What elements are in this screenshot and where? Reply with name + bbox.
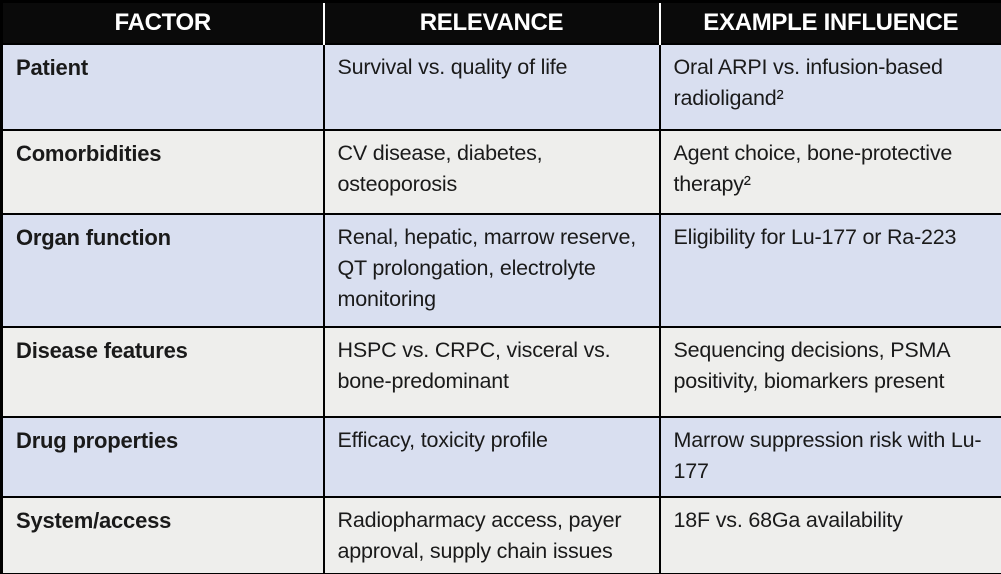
- factor-cell: Patient: [0, 42, 325, 131]
- factor-cell: Comorbidities: [0, 128, 325, 215]
- relevance-cell: Efficacy, toxicity profile: [322, 415, 661, 498]
- factor-cell: Drug properties: [0, 415, 325, 498]
- table-row: System/access Radiopharmacy access, paye…: [0, 495, 1001, 574]
- table-row: Disease features HSPC vs. CRPC, visceral…: [0, 325, 1001, 418]
- example-cell: Agent choice, bone-protective therapy²: [658, 128, 1001, 215]
- column-header-relevance: RELEVANCE: [322, 1, 660, 44]
- table-row: Comorbidities CV disease, diabetes, oste…: [0, 128, 1001, 215]
- relevance-cell: Survival vs. quality of life: [322, 42, 661, 131]
- example-cell: Sequencing decisions, PSMA positivity, b…: [658, 325, 1001, 418]
- table-row: Patient Survival vs. quality of life Ora…: [0, 42, 1001, 131]
- relevance-cell: CV disease, diabetes, osteoporosis: [322, 128, 661, 215]
- column-header-factor: FACTOR: [1, 1, 324, 44]
- example-cell: Eligibility for Lu-177 or Ra-223: [658, 212, 1001, 328]
- factor-cell: Disease features: [0, 325, 325, 418]
- relevance-cell: Renal, hepatic, marrow reserve, QT prolo…: [322, 212, 661, 328]
- column-header-example-influence: EXAMPLE INFLUENCE: [658, 1, 1001, 44]
- example-cell: Oral ARPI vs. infusion-based radioligand…: [658, 42, 1001, 131]
- factor-cell: Organ function: [0, 212, 325, 328]
- example-cell: 18F vs. 68Ga availability: [658, 495, 1001, 574]
- example-cell: Marrow suppression risk with Lu-177: [658, 415, 1001, 498]
- table-row: Organ function Renal, hepatic, marrow re…: [0, 212, 1001, 328]
- relevance-cell: HSPC vs. CRPC, visceral vs. bone-predomi…: [322, 325, 661, 418]
- table-row: Drug properties Efficacy, toxicity profi…: [0, 415, 1001, 498]
- table-header-row: FACTOR RELEVANCE EXAMPLE INFLUENCE: [1, 1, 1001, 44]
- relevance-cell: Radiopharmacy access, payer approval, su…: [322, 495, 661, 574]
- factor-cell: System/access: [0, 495, 325, 574]
